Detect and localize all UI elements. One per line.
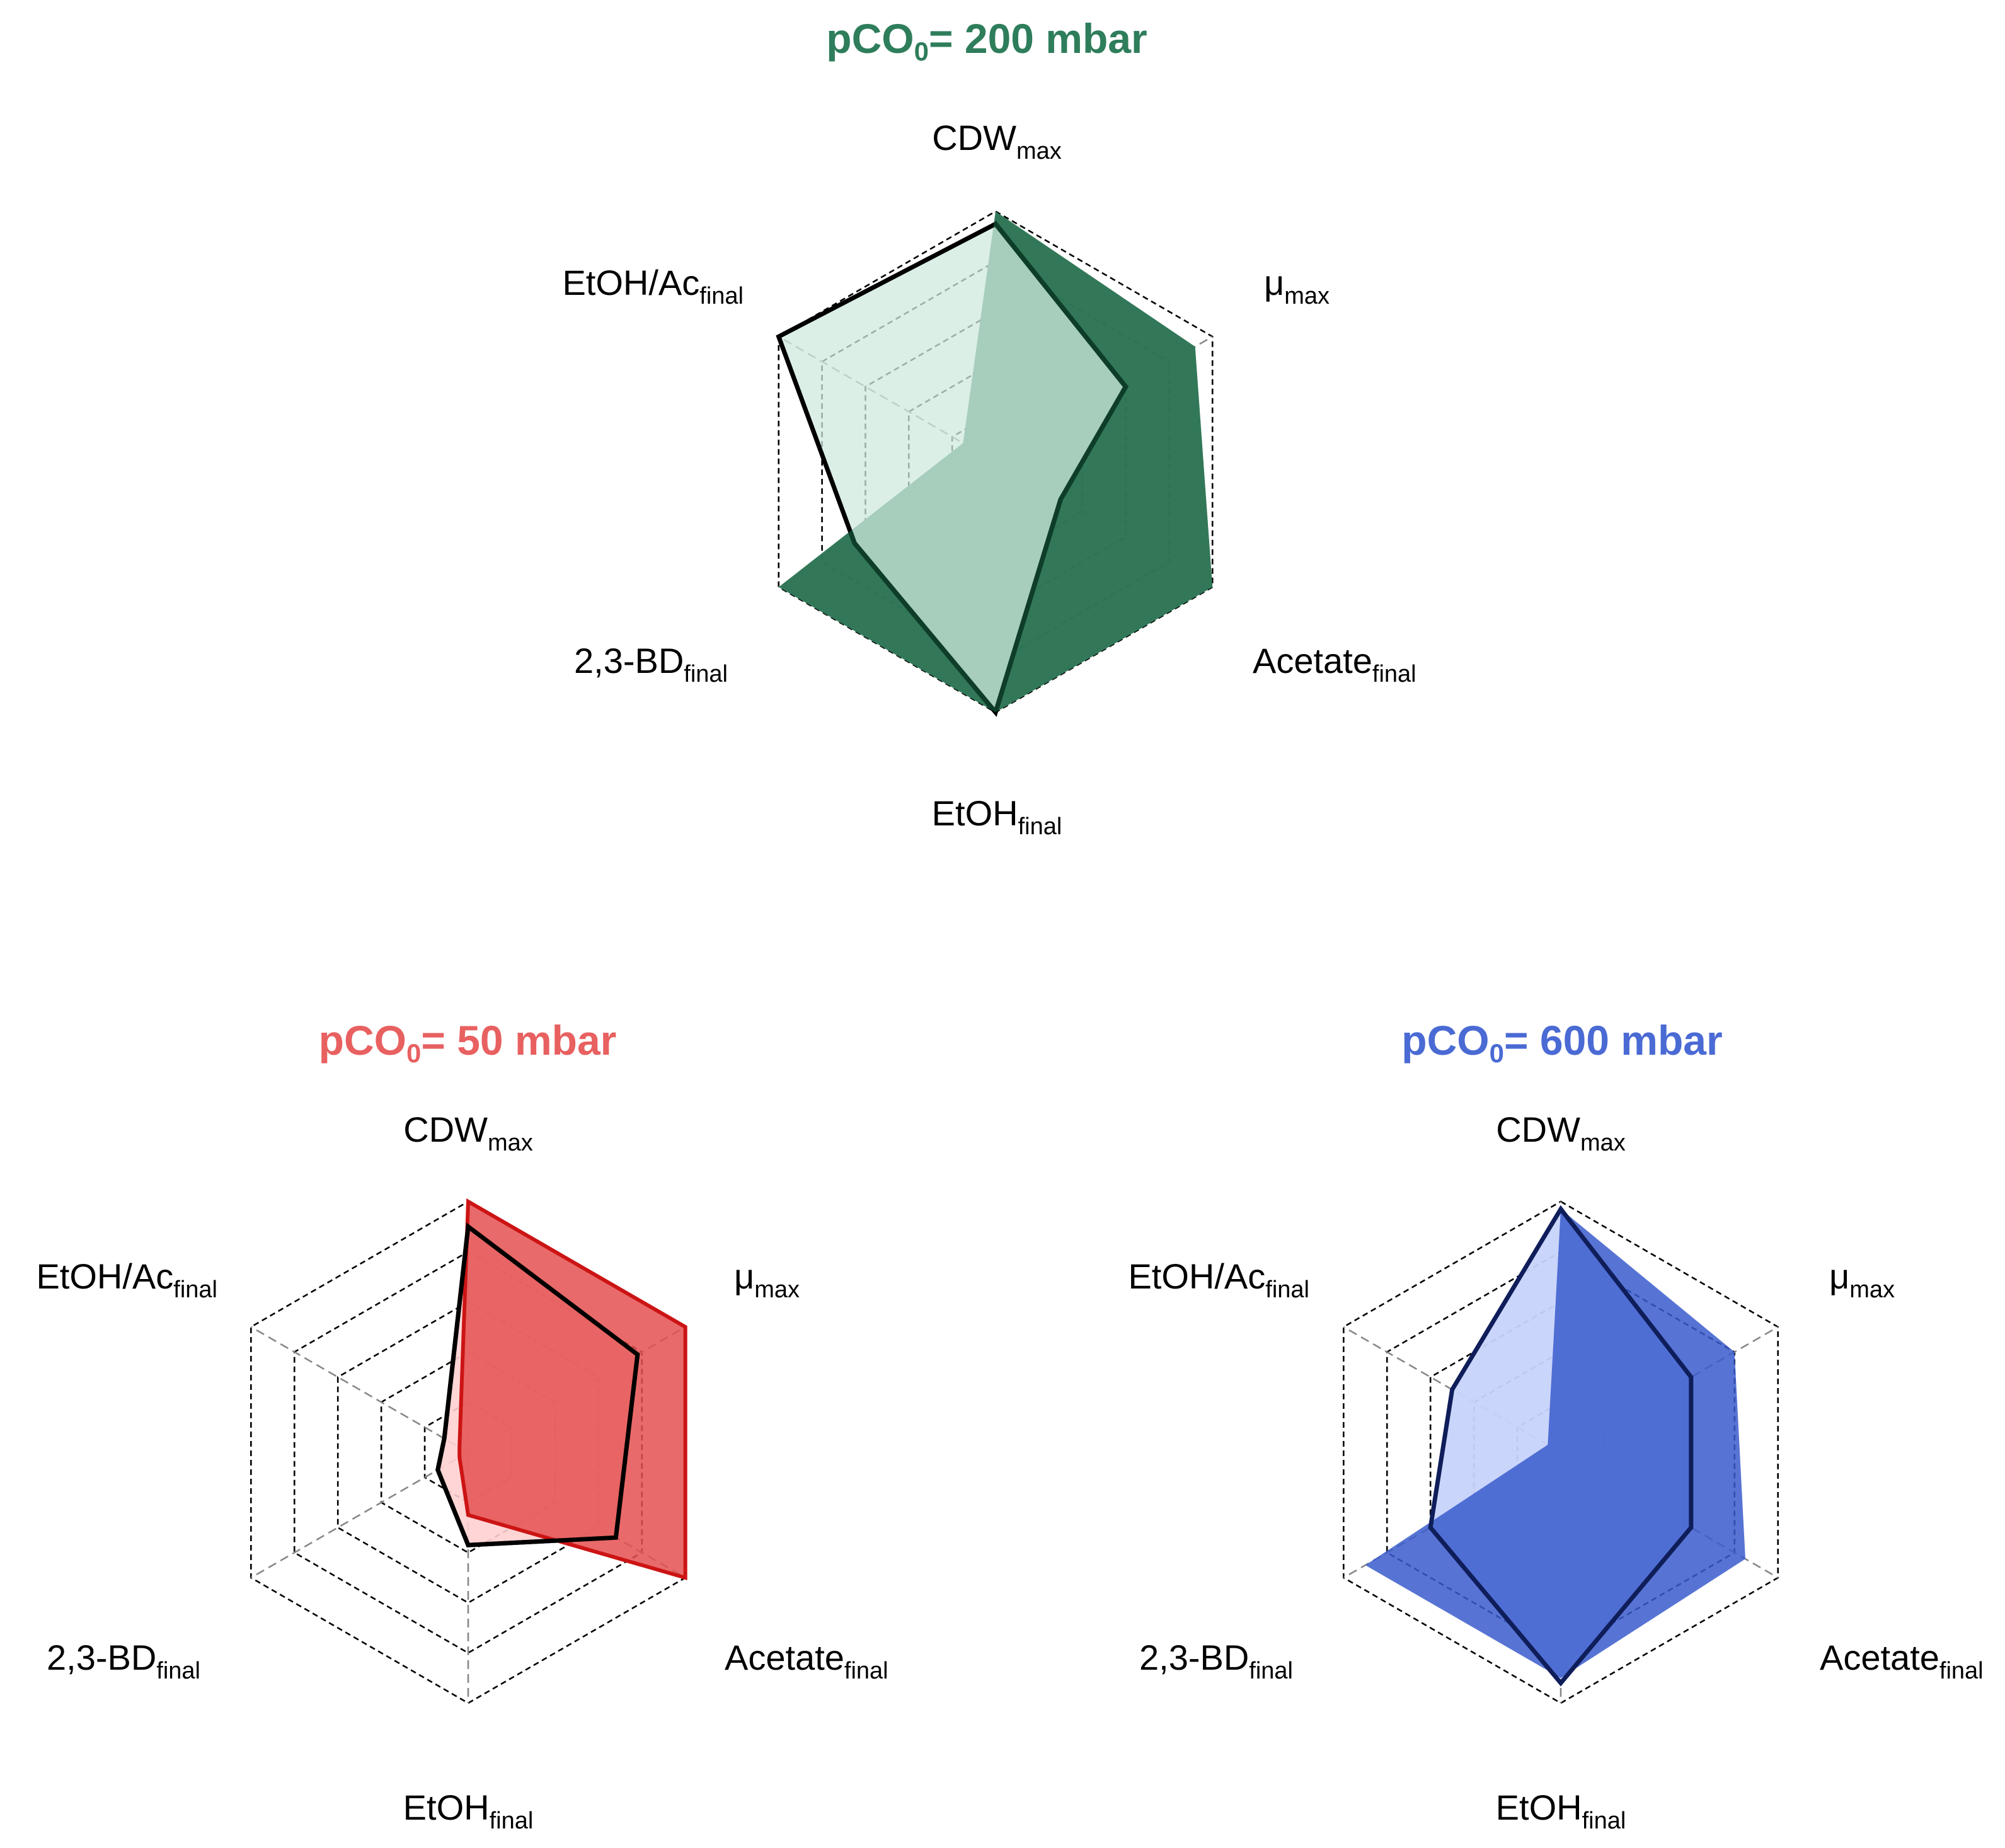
axis-label-0: CDWmax — [932, 118, 1062, 164]
axis-label-2: Acetatefinal — [1253, 641, 1416, 687]
series-polygon-2 — [435, 1222, 640, 1547]
series-polygon-2 — [1428, 1205, 1694, 1687]
chart-title-600: pCO0= 600 mbar — [1401, 1017, 1723, 1068]
axis-label-1: μmax — [1829, 1256, 1895, 1303]
radar-grid — [1343, 1200, 1779, 1704]
grid-ring-4 — [1386, 1251, 1736, 1654]
axis-label-4: 2,3-BDfinal — [47, 1638, 200, 1684]
grid-ring-3 — [1429, 1300, 1692, 1604]
chart-title-50: pCO0= 50 mbar — [318, 1017, 617, 1068]
series-polygon-1 — [1365, 1208, 1745, 1679]
grid-ring-1 — [1516, 1401, 1606, 1504]
axis-label-4: 2,3-BDfinal — [574, 641, 728, 687]
grid-ring-2 — [380, 1351, 556, 1554]
grid-spoke-1 — [468, 1326, 686, 1454]
grid-spoke-4 — [1343, 1451, 1561, 1579]
grid-ring-2 — [1473, 1351, 1649, 1554]
series-outline-inside — [778, 221, 1129, 713]
grid-spoke-5 — [250, 1326, 469, 1454]
radar-grid — [250, 1200, 686, 1704]
grid-spoke-2 — [1560, 1451, 1779, 1579]
chart-title-200: pCO0= 200 mbar — [826, 15, 1147, 66]
axis-label-3: EtOHfinal — [403, 1788, 534, 1834]
axis-label-3: EtOHfinal — [1496, 1788, 1626, 1834]
grid-ring-4 — [293, 1251, 643, 1654]
axis-label-1: μmax — [1264, 263, 1330, 309]
axis-label-4: 2,3-BDfinal — [1139, 1638, 1293, 1684]
axis-label-3: EtOHfinal — [932, 793, 1062, 840]
axis-label-2: Acetatefinal — [1820, 1638, 1984, 1684]
grid-ring-3 — [336, 1300, 600, 1604]
grid-ring-5 — [1343, 1200, 1779, 1704]
radar-panel-200: pCO0= 200 mbar CDWmax μmax Acetatefinal EtO… — [0, 0, 2005, 882]
grid-spoke-4 — [250, 1451, 469, 1579]
grid-ring-5 — [250, 1200, 686, 1704]
axis-label-5: EtOH/Acfinal — [562, 263, 744, 309]
grid-ring-1 — [423, 1401, 513, 1504]
series-polygon-0 — [1430, 1208, 1691, 1684]
grid-spoke-1 — [1560, 1326, 1779, 1454]
axis-label-5: EtOH/Acfinal — [36, 1256, 217, 1303]
axis-label-0: CDWmax — [1496, 1110, 1626, 1156]
grid-spoke-2 — [468, 1451, 686, 1579]
grid-spoke-5 — [1343, 1326, 1561, 1454]
axis-label-2: Acetatefinal — [725, 1638, 888, 1684]
axis-label-1: μmax — [734, 1256, 800, 1303]
axis-label-0: CDWmax — [403, 1110, 533, 1156]
series-polygon-0 — [435, 1222, 640, 1547]
radar-chart-200: CDWmax μmax Acetatefinal EtOHfinal 2,3-BDfin… — [562, 118, 1416, 840]
axis-label-5: EtOH/Acfinal — [1128, 1256, 1309, 1303]
series-polygon-1 — [457, 1198, 687, 1580]
